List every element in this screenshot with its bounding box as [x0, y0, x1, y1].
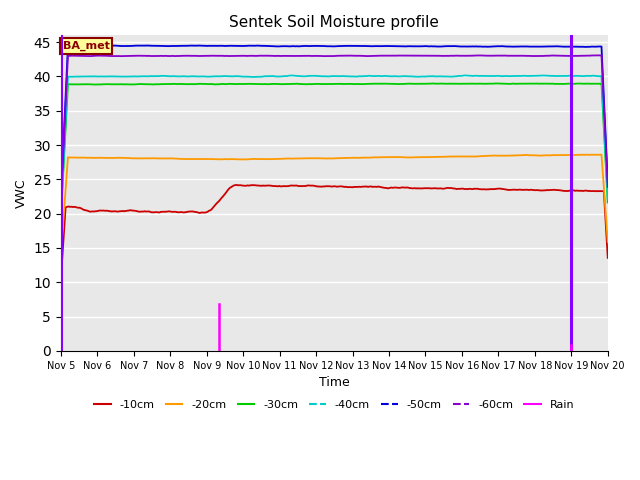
- -20cm: [604, 239, 612, 245]
- Legend: -10cm, -20cm, -30cm, -40cm, -50cm, -60cm, Rain: -10cm, -20cm, -30cm, -40cm, -50cm, -60cm…: [90, 396, 579, 415]
- -40cm: [57, 211, 65, 216]
- -20cm: [483, 153, 490, 159]
- -50cm: [92, 43, 100, 48]
- -30cm: [416, 81, 424, 87]
- -30cm: [230, 81, 237, 87]
- -20cm: [211, 156, 219, 162]
- -10cm: [57, 276, 65, 282]
- Y-axis label: VWC: VWC: [15, 178, 28, 208]
- Line: -60cm: -60cm: [61, 55, 608, 204]
- -60cm: [57, 201, 65, 206]
- -60cm: [416, 53, 424, 59]
- -40cm: [461, 72, 469, 78]
- -60cm: [595, 52, 603, 58]
- -30cm: [57, 215, 65, 220]
- -40cm: [483, 73, 491, 79]
- -60cm: [550, 53, 557, 59]
- -60cm: [211, 53, 219, 59]
- -50cm: [604, 179, 612, 185]
- -20cm: [230, 156, 237, 162]
- -50cm: [212, 43, 220, 48]
- -60cm: [230, 53, 237, 59]
- -30cm: [211, 82, 219, 87]
- Line: -10cm: -10cm: [61, 185, 608, 279]
- Line: -30cm: -30cm: [61, 84, 608, 217]
- -40cm: [211, 73, 219, 79]
- -20cm: [550, 152, 557, 158]
- -50cm: [231, 43, 239, 49]
- Title: Sentek Soil Moisture profile: Sentek Soil Moisture profile: [229, 15, 439, 30]
- -20cm: [588, 152, 596, 157]
- -30cm: [191, 81, 198, 87]
- Line: -20cm: -20cm: [61, 155, 608, 254]
- -50cm: [57, 195, 65, 201]
- -20cm: [191, 156, 198, 162]
- -10cm: [232, 182, 240, 188]
- -40cm: [191, 73, 198, 79]
- -10cm: [230, 182, 237, 188]
- -40cm: [230, 73, 237, 79]
- -50cm: [417, 43, 424, 49]
- -60cm: [604, 184, 612, 190]
- -50cm: [191, 43, 199, 48]
- Text: BA_met: BA_met: [63, 41, 109, 51]
- -30cm: [550, 81, 558, 87]
- -10cm: [483, 186, 491, 192]
- -20cm: [57, 251, 65, 257]
- -10cm: [604, 255, 612, 261]
- Line: -40cm: -40cm: [61, 75, 608, 214]
- Line: -50cm: -50cm: [61, 46, 608, 198]
- -10cm: [211, 202, 219, 208]
- -40cm: [416, 74, 424, 80]
- -10cm: [417, 185, 424, 191]
- -50cm: [483, 44, 491, 49]
- -20cm: [416, 154, 424, 160]
- -10cm: [191, 209, 198, 215]
- -30cm: [604, 200, 612, 205]
- -50cm: [550, 44, 558, 49]
- -40cm: [550, 73, 558, 79]
- -10cm: [550, 187, 558, 192]
- -60cm: [191, 53, 198, 59]
- X-axis label: Time: Time: [319, 376, 349, 389]
- -30cm: [429, 81, 436, 86]
- -40cm: [604, 196, 612, 202]
- -30cm: [483, 81, 491, 86]
- -60cm: [483, 53, 490, 59]
